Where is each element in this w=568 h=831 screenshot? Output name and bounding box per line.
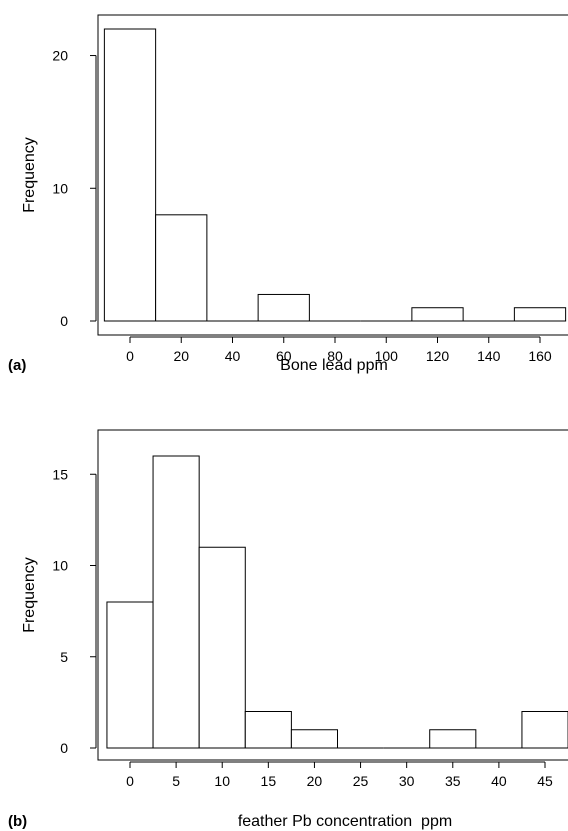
x-tick-label: 30 (399, 773, 415, 789)
histogram-bar (107, 602, 153, 748)
x-tick-label: 20 (307, 773, 323, 789)
y-axis-ticks: 0 10 20 (52, 48, 96, 329)
histogram-panel-b: 0 5 10 15 20 25 30 35 40 45 0 5 10 15 feather Pb con… (8, 430, 568, 830)
x-tick-label: 160 (528, 348, 552, 364)
x-tick-label: 0 (126, 773, 134, 789)
y-tick-label: 15 (52, 466, 68, 482)
histogram-bar (514, 308, 565, 321)
y-tick-label: 10 (52, 180, 68, 196)
bars-group (107, 456, 568, 748)
histogram-bar (291, 730, 337, 748)
x-tick-label: 35 (445, 773, 461, 789)
x-tick-label: 15 (261, 773, 277, 789)
y-tick-label: 0 (60, 313, 68, 329)
x-tick-label: 20 (173, 348, 189, 364)
x-tick-label: 45 (537, 773, 553, 789)
y-tick-label: 5 (60, 649, 68, 665)
x-tick-label: 5 (172, 773, 180, 789)
x-tick-label: 0 (126, 348, 134, 364)
panel-label: (a) (8, 357, 26, 374)
y-axis-ticks: 0 5 10 15 (52, 466, 96, 756)
histogram-bar (156, 215, 207, 321)
histogram-bar (245, 712, 291, 749)
x-axis-title: Bone lead ppm (280, 357, 388, 374)
panel-label: (b) (8, 813, 27, 830)
y-axis-title: Frequency (21, 137, 38, 213)
histogram-bar (522, 712, 568, 749)
histogram-bar (258, 294, 309, 321)
histogram-bar (412, 308, 463, 321)
histogram-bar (104, 29, 155, 321)
y-axis-title: Frequency (21, 557, 38, 633)
x-tick-label: 120 (426, 348, 450, 364)
y-tick-label: 20 (52, 48, 68, 64)
y-tick-label: 10 (52, 558, 68, 574)
x-tick-label: 25 (353, 773, 369, 789)
x-axis-ticks: 0 5 10 15 20 25 30 35 40 45 (126, 762, 553, 789)
histogram-bar (430, 730, 476, 748)
x-axis-title: feather Pb concentration ppm (238, 813, 452, 830)
histogram-bar (199, 547, 245, 748)
x-tick-label: 40 (225, 348, 241, 364)
x-tick-label: 140 (477, 348, 501, 364)
bars-group (104, 29, 565, 321)
y-tick-label: 0 (60, 740, 68, 756)
x-tick-label: 10 (214, 773, 230, 789)
histogram-bar (153, 456, 199, 748)
x-tick-label: 40 (491, 773, 507, 789)
